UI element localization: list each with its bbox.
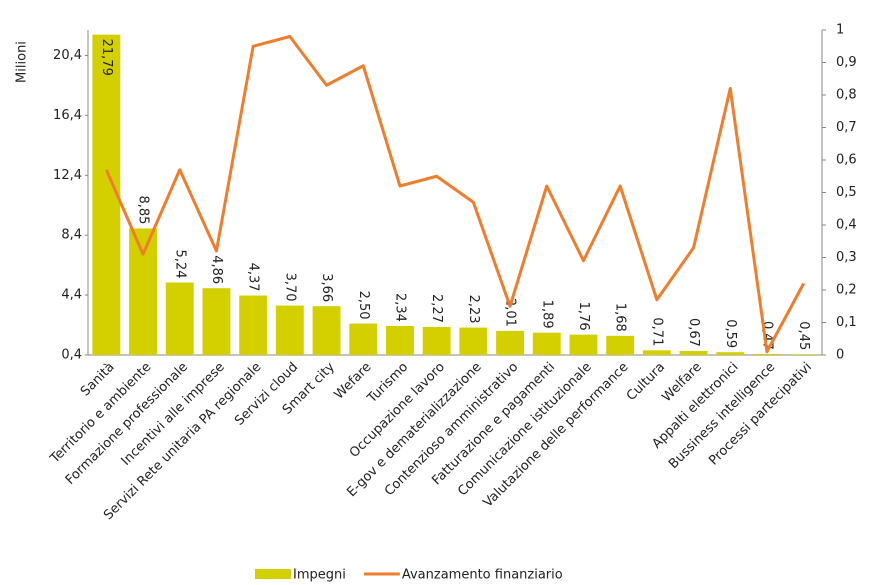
value-label: 2,27 bbox=[429, 294, 444, 323]
y2-tick-label: 0,5 bbox=[836, 185, 857, 200]
bar bbox=[202, 288, 231, 355]
y2-tick-label: 0,1 bbox=[836, 315, 857, 330]
bar bbox=[349, 323, 378, 355]
value-label: 2,23 bbox=[466, 295, 481, 324]
value-label: 0,71 bbox=[649, 317, 664, 346]
x-tick-label: Contenzioso amministrativo bbox=[382, 360, 521, 499]
bar bbox=[312, 306, 341, 355]
bar bbox=[496, 330, 524, 355]
bar bbox=[532, 332, 561, 355]
y2-tick-label: 0,9 bbox=[836, 55, 857, 70]
legend-swatch bbox=[255, 569, 291, 579]
y-tick-label: 4,4 bbox=[61, 288, 82, 303]
bar bbox=[239, 295, 268, 355]
value-label: 5,24 bbox=[172, 250, 187, 279]
x-tick-label: Comunicazione istituzionale bbox=[455, 360, 595, 500]
y-tick-label: 8,4 bbox=[61, 228, 82, 243]
y-axis-label: Milioni bbox=[15, 41, 30, 83]
value-label: 2,34 bbox=[392, 293, 407, 322]
bar bbox=[753, 353, 781, 355]
bar bbox=[716, 352, 745, 355]
y2-tick-label: 1 bbox=[836, 23, 844, 38]
bar bbox=[459, 327, 488, 355]
value-label: 3,66 bbox=[319, 273, 334, 302]
value-label: 0,67 bbox=[686, 318, 701, 347]
bar bbox=[789, 354, 818, 355]
bar bbox=[275, 305, 304, 355]
bar bbox=[606, 335, 635, 355]
value-label: 0,45 bbox=[796, 321, 811, 350]
bar bbox=[386, 325, 414, 355]
value-label: 2,01 bbox=[503, 298, 518, 327]
y2-tick-label: 0,2 bbox=[836, 283, 857, 298]
value-label: 4,37 bbox=[246, 263, 261, 292]
value-label: 1,89 bbox=[539, 300, 554, 329]
value-label: 8,85 bbox=[136, 195, 151, 224]
value-label: 0,59 bbox=[723, 319, 738, 348]
legend-label: Avanzamento finanziario bbox=[402, 568, 563, 583]
y2-tick-label: 0,3 bbox=[836, 250, 857, 265]
value-label: 3,70 bbox=[282, 273, 297, 302]
y2-tick-label: 0,6 bbox=[836, 153, 857, 168]
bar bbox=[129, 228, 157, 355]
y2-tick-label: 0,4 bbox=[836, 218, 857, 233]
y-tick-label: 0,4 bbox=[61, 348, 82, 363]
value-label: 2,50 bbox=[356, 291, 371, 320]
bar bbox=[642, 350, 671, 355]
y2-tick-label: 0,8 bbox=[836, 88, 857, 103]
line bbox=[104, 35, 805, 354]
value-label: 21,79 bbox=[99, 39, 114, 76]
legend-label: Impegni bbox=[293, 568, 346, 583]
y2-tick-label: 0 bbox=[836, 348, 844, 363]
y-tick-label: 12,4 bbox=[53, 168, 82, 183]
y-tick-label: 20,4 bbox=[53, 48, 82, 63]
value-label: 4,86 bbox=[209, 255, 224, 284]
bar bbox=[165, 282, 194, 355]
y-tick-label: 16,4 bbox=[53, 108, 82, 123]
bar bbox=[679, 350, 708, 355]
bar bbox=[422, 326, 451, 355]
value-label: 1,68 bbox=[613, 303, 628, 332]
value-label: 1,76 bbox=[576, 302, 591, 331]
bar bbox=[569, 334, 598, 355]
y2-tick-label: 0,7 bbox=[836, 120, 857, 135]
